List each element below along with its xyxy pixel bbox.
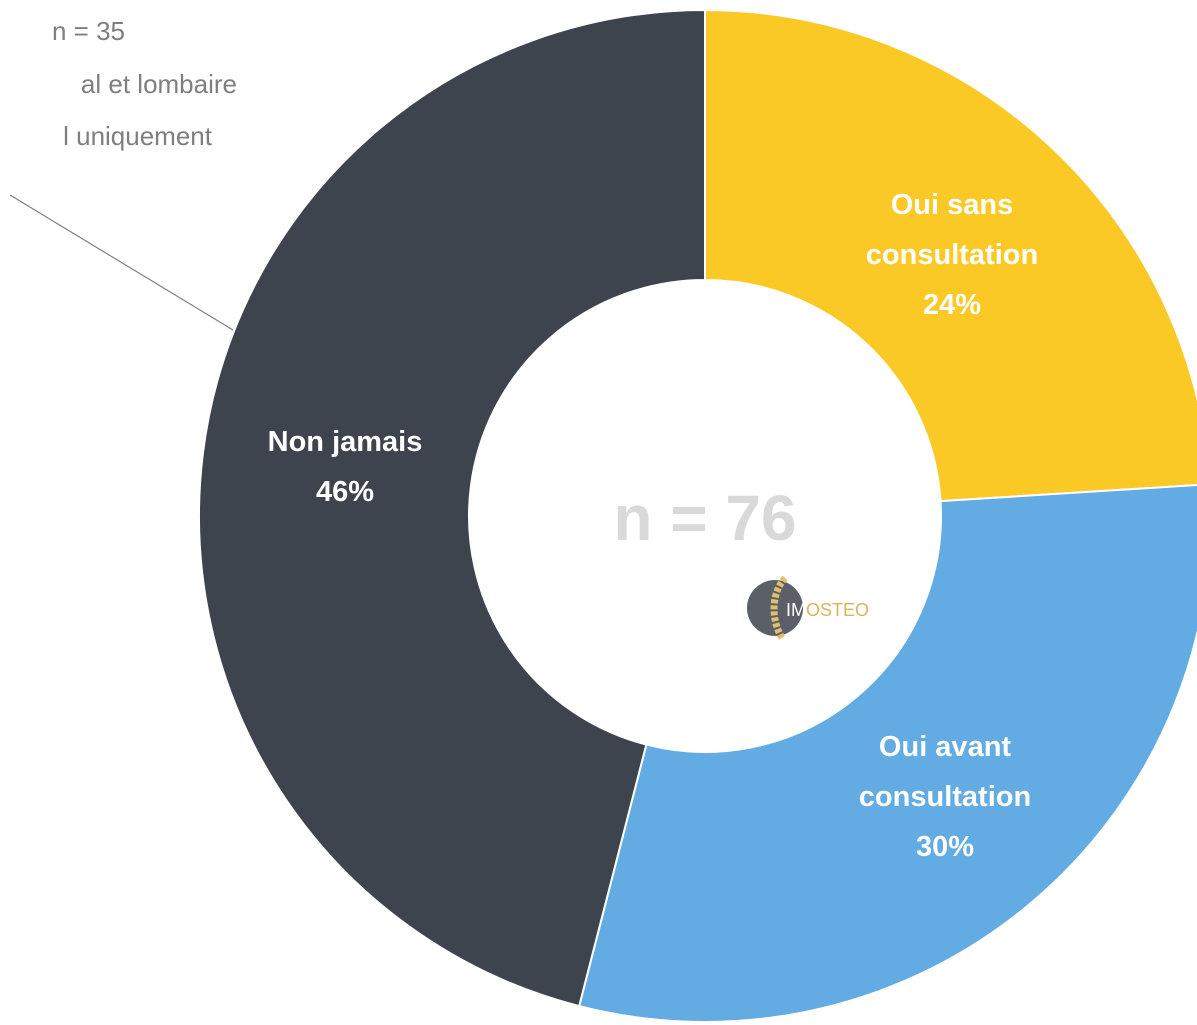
logo: IMOSTEO: [747, 575, 869, 640]
category-label: Oui avant consultation: [858, 731, 1032, 813]
value-label: 30%: [915, 831, 975, 863]
logo-left: IM: [786, 600, 806, 620]
category-label: Oui sans consultation: [865, 189, 1039, 271]
slice-label: Non jamais 46%: [220, 417, 470, 517]
slice: [198, 8, 706, 1008]
annotation: al et lombaire: [81, 69, 237, 99]
value-label: 24%: [922, 289, 982, 321]
logo-right: OSTEO: [806, 600, 869, 620]
center-label: n = 76: [613, 482, 796, 554]
logo-text: IMOSTEO: [786, 600, 869, 620]
annotation: n = 35: [52, 16, 125, 46]
category-label: Non jamais: [267, 426, 423, 458]
value-label: 46%: [315, 476, 375, 508]
annotation: l uniquement: [63, 121, 213, 151]
slice: [704, 8, 1197, 503]
annotation-line: [9, 194, 234, 331]
slice-label: Oui avant consultation 30%: [820, 722, 1070, 872]
slice: [577, 484, 1197, 1023]
logo-spine: [770, 575, 788, 640]
slices: [198, 8, 1197, 1023]
slice-label: Oui sans consultation 24%: [827, 180, 1077, 330]
